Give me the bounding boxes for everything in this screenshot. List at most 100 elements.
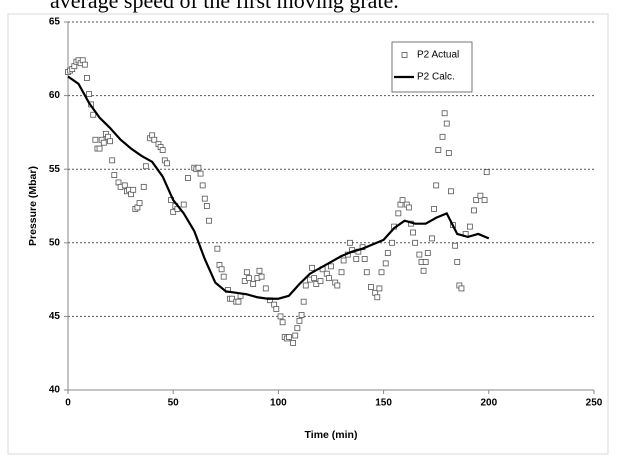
data-point xyxy=(130,186,137,193)
data-point xyxy=(340,257,347,264)
x-tick-label: 250 xyxy=(586,398,603,409)
data-point xyxy=(290,339,297,346)
data-point xyxy=(458,285,465,292)
data-point xyxy=(384,250,391,257)
data-point xyxy=(399,197,406,204)
data-point xyxy=(353,256,360,262)
data-point xyxy=(374,294,381,301)
data-point xyxy=(229,295,236,302)
data-point xyxy=(298,312,305,318)
data-point xyxy=(389,239,395,246)
data-point xyxy=(435,147,442,153)
data-point xyxy=(100,139,107,146)
data-point xyxy=(250,281,257,287)
data-point xyxy=(262,285,269,292)
data-point xyxy=(292,332,299,339)
data-point xyxy=(431,206,437,212)
y-tick-label: 40 xyxy=(49,385,61,396)
data-point xyxy=(433,182,440,189)
caption: average speed of the first moving grate. xyxy=(50,0,399,13)
data-point xyxy=(300,298,307,305)
data-point xyxy=(258,273,265,280)
data-point xyxy=(96,145,103,152)
data-point xyxy=(170,208,177,215)
data-point xyxy=(317,278,324,284)
data-point xyxy=(382,260,389,267)
data-point xyxy=(448,188,454,195)
data-point xyxy=(445,150,452,156)
data-point xyxy=(218,266,225,273)
data-point xyxy=(378,269,385,276)
data-point xyxy=(121,182,128,189)
data-point xyxy=(140,183,147,190)
data-point xyxy=(109,157,116,164)
data-point xyxy=(441,110,448,117)
data-point xyxy=(481,197,488,204)
data-point xyxy=(416,251,423,258)
data-point xyxy=(395,210,402,217)
data-point xyxy=(136,200,143,206)
data-point xyxy=(279,319,286,326)
data-point xyxy=(296,317,303,324)
data-point xyxy=(422,259,429,265)
data-point xyxy=(347,239,353,246)
data-point xyxy=(111,172,118,178)
data-line xyxy=(67,75,490,300)
data-point xyxy=(471,207,477,214)
data-point xyxy=(84,75,90,81)
legend-label: P2 Actual xyxy=(417,50,459,61)
data-point xyxy=(256,267,263,274)
data-point xyxy=(197,170,204,177)
data-point xyxy=(273,306,280,312)
data-point xyxy=(405,204,412,211)
data-point xyxy=(92,136,99,143)
data-point xyxy=(142,163,149,170)
data-point xyxy=(410,229,416,236)
x-tick-label: 200 xyxy=(480,398,497,409)
data-point xyxy=(325,275,332,282)
data-point xyxy=(163,160,170,167)
data-point xyxy=(443,120,450,127)
data-point xyxy=(277,313,284,320)
x-axis-title: Time (min) xyxy=(305,429,358,441)
data-point xyxy=(452,242,459,249)
data-point xyxy=(107,138,113,145)
legend-box xyxy=(391,41,473,93)
data-point xyxy=(368,284,374,290)
data-point xyxy=(220,273,227,280)
data-point xyxy=(328,263,334,270)
data-point xyxy=(338,269,345,276)
y-tick-label: 60 xyxy=(49,90,61,101)
data-point xyxy=(246,275,252,282)
data-point xyxy=(439,133,446,140)
data-point xyxy=(483,169,490,176)
data-point xyxy=(429,235,435,242)
data-point xyxy=(313,281,320,287)
data-point xyxy=(473,197,480,204)
data-point xyxy=(334,282,341,289)
data-point xyxy=(241,278,248,284)
x-tick-label: 150 xyxy=(375,398,392,409)
data-point xyxy=(294,325,301,332)
data-point xyxy=(203,203,210,209)
data-point xyxy=(309,264,315,271)
y-tick-label: 50 xyxy=(49,237,61,248)
data-point xyxy=(420,267,427,274)
data-point xyxy=(302,282,309,289)
data-point xyxy=(412,239,419,246)
data-point xyxy=(361,256,368,262)
data-point xyxy=(90,111,97,118)
x-tick-label: 100 xyxy=(270,398,287,409)
legend-marker xyxy=(401,52,408,58)
data-point xyxy=(214,245,221,252)
data-point xyxy=(376,285,383,292)
data-point xyxy=(286,334,292,340)
x-tick-label: 50 xyxy=(168,398,180,409)
data-point xyxy=(199,182,206,189)
data-point xyxy=(195,164,202,171)
data-point xyxy=(185,175,191,181)
data-point xyxy=(81,61,88,68)
data-point xyxy=(180,201,187,208)
data-point xyxy=(206,217,212,224)
